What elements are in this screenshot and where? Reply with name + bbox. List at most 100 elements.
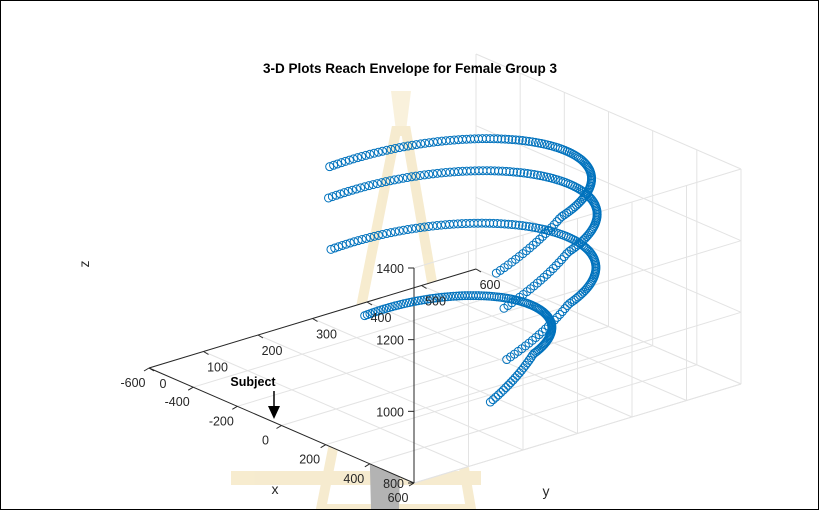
data-point (537, 327, 547, 337)
data-point (508, 167, 518, 177)
x-tick-label: 600 (388, 491, 409, 505)
data-point (517, 221, 527, 231)
tick-labels: 600 400 200 0 -200 -400 -600 0 100 200 300 400 500 60… (120, 262, 500, 505)
data-point (344, 155, 354, 165)
data-point (360, 182, 370, 192)
data-point (575, 197, 585, 207)
data-point (557, 211, 567, 221)
x-tick-mark (232, 405, 238, 410)
data-point (531, 333, 541, 343)
data-point (349, 154, 359, 164)
y-tick-label: 500 (425, 295, 446, 309)
z-axis-label: z (76, 261, 92, 268)
axis-lines (143, 267, 482, 487)
data-point (524, 136, 534, 146)
data-point (398, 173, 408, 183)
wall-grid-line (475, 268, 742, 385)
data-point (562, 249, 572, 259)
data-point (394, 143, 404, 153)
floor-grid-line (421, 285, 687, 401)
data-point (521, 221, 531, 231)
data-point (578, 287, 588, 297)
data-point (500, 219, 510, 229)
data-point (500, 134, 510, 144)
data-point (389, 175, 399, 185)
data-point (557, 255, 567, 265)
data-point (325, 162, 335, 172)
data-point (493, 390, 503, 400)
wall-grid-line (475, 125, 742, 242)
data-point (503, 380, 513, 390)
data-point (536, 171, 546, 181)
z-tick-label: 1400 (376, 262, 404, 276)
data-point (364, 181, 374, 191)
y-tick-mark (203, 351, 209, 355)
y-tick-mark (475, 268, 482, 273)
data-point (386, 144, 396, 154)
data-point (534, 330, 544, 340)
data-point (581, 284, 591, 294)
data-point (334, 242, 344, 252)
y-tick-label: 600 (480, 278, 501, 292)
data-point (493, 134, 503, 144)
data-point (499, 303, 509, 313)
wall-grid-line (475, 53, 742, 170)
data-point (353, 236, 363, 246)
y-tick-mark (148, 367, 155, 372)
floor-grid-line (366, 301, 633, 418)
data-point (385, 176, 395, 186)
data-point (487, 291, 497, 301)
data-point (422, 294, 432, 304)
x-tick-mark (143, 367, 150, 372)
data-point (488, 395, 498, 405)
data-point (506, 378, 516, 388)
data-point (419, 295, 429, 305)
data-point (451, 291, 461, 301)
data-point (491, 392, 501, 402)
data-point (411, 171, 421, 181)
data-point (552, 217, 562, 227)
data-point (504, 134, 514, 144)
data-point (521, 136, 531, 146)
data-point (434, 293, 444, 303)
data-point (529, 170, 539, 180)
data-point (527, 222, 537, 232)
data-point (336, 158, 346, 168)
data-point (335, 189, 345, 199)
data-point (386, 228, 396, 238)
data-point (555, 309, 565, 319)
x-tick-label: -200 (209, 414, 234, 428)
data-point (497, 166, 507, 176)
data-point (373, 230, 383, 240)
data-point (431, 293, 441, 303)
data-point (557, 307, 567, 317)
data-point (502, 355, 512, 365)
data-point (564, 207, 574, 217)
x-tick-mark (320, 444, 326, 449)
data-point (545, 266, 555, 276)
data-point (327, 192, 337, 202)
data-point (337, 240, 347, 250)
data-point (332, 159, 342, 169)
data-point (588, 196, 598, 206)
data-point (424, 138, 434, 148)
data-point (329, 160, 339, 170)
data-markers (324, 134, 602, 407)
data-point (411, 140, 421, 150)
data-point (425, 294, 435, 304)
data-point (331, 190, 341, 200)
data-point (505, 167, 515, 177)
data-point (394, 174, 404, 184)
x-tick-mark (276, 425, 282, 429)
data-point (514, 135, 524, 145)
z-tick-label: 1200 (376, 334, 404, 348)
data-point (523, 168, 533, 178)
data-point (340, 156, 350, 166)
subject-label: Subject (230, 375, 276, 389)
data-point (512, 370, 522, 380)
data-point (583, 230, 593, 240)
data-point (538, 231, 548, 241)
data-point (402, 173, 412, 183)
data-point (535, 234, 545, 244)
data-point (440, 292, 450, 302)
